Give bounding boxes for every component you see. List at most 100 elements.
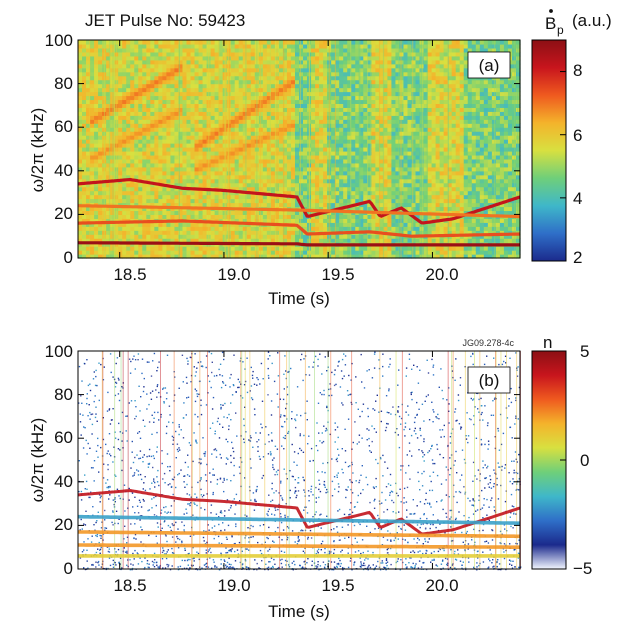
heatmap-cell [86, 186, 91, 192]
heatmap-cell [206, 115, 212, 120]
heatmap-cell [158, 47, 163, 53]
heatmap-cell [403, 95, 409, 101]
heatmap-cell [307, 234, 312, 239]
heatmap-cell [419, 170, 425, 176]
heatmap-cell [335, 67, 340, 73]
heatmap-cell [242, 174, 248, 180]
heatmap-cell [190, 71, 196, 77]
heatmap-cell [286, 47, 292, 53]
heatmap-cell [158, 166, 163, 172]
heatmap-cell [379, 63, 384, 69]
heatmap-cell [154, 246, 159, 251]
heatmap-cell [391, 154, 397, 160]
heatmap-cell [375, 162, 380, 168]
heatmap-cell [254, 67, 260, 73]
heatmap-cell [431, 75, 437, 81]
heatmap-cell [94, 234, 99, 239]
heatmap-cell [303, 250, 308, 255]
heatmap-cell [258, 135, 264, 140]
heatmap-cell [339, 135, 344, 140]
heatmap-cell [371, 43, 376, 49]
heatmap-cell [162, 95, 167, 101]
heatmap-cell [182, 139, 188, 144]
heatmap-cell [90, 63, 95, 69]
heatmap-cell [154, 238, 159, 243]
heatmap-cell [238, 170, 244, 176]
heatmap-cell [367, 63, 372, 69]
heatmap-cell [315, 63, 320, 69]
heatmap-cell [218, 103, 224, 108]
heatmap-cell [439, 127, 445, 132]
heatmap-cell [335, 87, 340, 93]
heatmap-cell [190, 198, 196, 204]
heatmap-cell [359, 254, 364, 259]
heatmap-cell [214, 190, 220, 196]
heatmap-cell [182, 158, 188, 164]
heatmap-cell [435, 206, 441, 212]
heatmap-cell [278, 71, 284, 77]
heatmap-cell [98, 43, 103, 49]
heatmap-cell [110, 43, 115, 49]
heatmap-cell [218, 123, 224, 128]
heatmap-cell [150, 210, 155, 215]
heatmap-cell [411, 71, 417, 77]
heatmap-cell [347, 166, 352, 172]
heatmap-cell [395, 214, 401, 219]
heatmap-cell [190, 51, 196, 57]
heatmap-cell [146, 254, 151, 259]
heatmap-cell [194, 214, 200, 219]
heatmap-cell [182, 40, 188, 45]
heatmap-cell [419, 230, 425, 235]
heatmap-cell [106, 214, 111, 219]
heatmap-cell [106, 55, 111, 61]
heatmap-cell [242, 198, 248, 204]
heatmap-cell [130, 63, 135, 69]
heatmap-cell [323, 63, 328, 69]
heatmap-cell [218, 51, 224, 57]
heatmap-cell [375, 170, 380, 176]
heatmap-cell [110, 103, 115, 108]
heatmap-cell [242, 226, 248, 231]
heatmap-cell [347, 178, 352, 184]
heatmap-cell [347, 51, 352, 57]
heatmap-cell [270, 127, 276, 132]
heatmap-cell [286, 55, 292, 61]
heatmap-cell [186, 214, 192, 219]
heatmap-cell [90, 190, 95, 196]
heatmap-cell [174, 75, 180, 81]
heatmap-cell [250, 147, 256, 152]
heatmap-cell [339, 234, 344, 239]
heatmap-cell [178, 67, 184, 73]
heatmap-cell [102, 131, 107, 136]
heatmap-cell [226, 135, 232, 140]
heatmap-cell [170, 71, 176, 77]
heatmap-cell [102, 174, 107, 180]
heatmap-cell [230, 107, 236, 112]
heatmap-cell [242, 210, 248, 215]
heatmap-cell [419, 67, 425, 73]
heatmap-cell [351, 91, 356, 97]
heatmap-cell [178, 79, 184, 85]
heatmap-cell [286, 67, 292, 73]
heatmap-cell [250, 95, 256, 101]
heatmap-cell [214, 230, 220, 235]
heatmap-cell [222, 91, 228, 97]
heatmap-cell [170, 67, 176, 73]
heatmap-cell [331, 119, 336, 124]
heatmap-cell [246, 178, 252, 184]
heatmap-cell [439, 222, 445, 227]
heatmap-cell [403, 170, 409, 176]
heatmap-cell [114, 150, 119, 156]
heatmap-cell [142, 87, 147, 93]
heatmap-cell [246, 79, 252, 85]
heatmap-cell [367, 226, 372, 231]
heatmap-cell [355, 147, 360, 152]
heatmap-cell [90, 226, 95, 231]
heatmap-cell [102, 214, 107, 219]
heatmap-cell [303, 143, 308, 148]
heatmap-cell [274, 214, 280, 219]
heatmap-cell [134, 51, 139, 57]
heatmap-cell [150, 198, 155, 204]
heatmap-cell [355, 91, 360, 97]
heatmap-cell [158, 174, 163, 180]
